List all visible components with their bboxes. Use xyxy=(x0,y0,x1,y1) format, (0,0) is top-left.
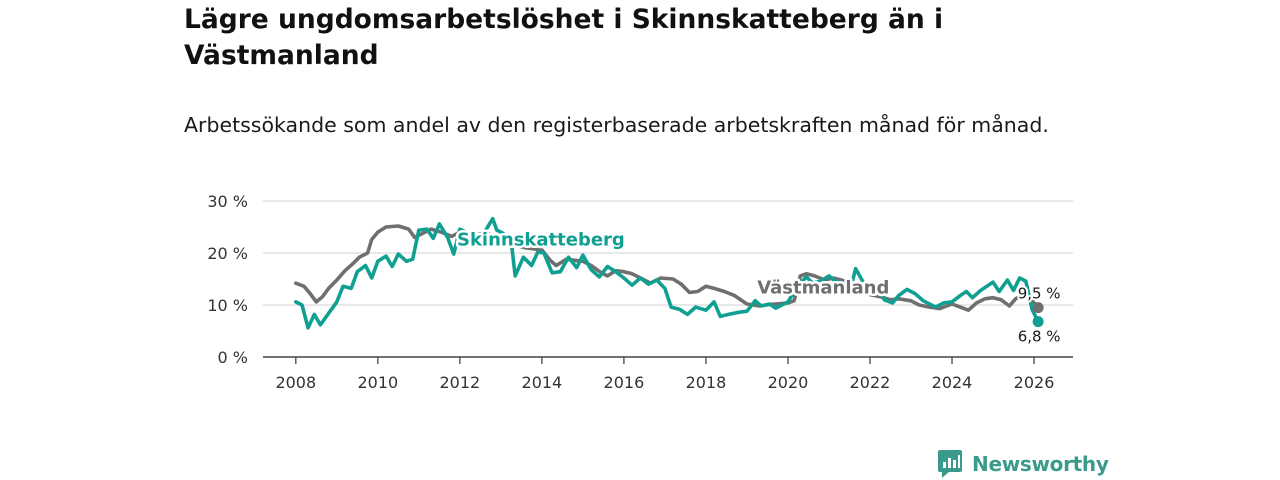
y-tick-label: 20 % xyxy=(207,244,248,263)
newsworthy-logo-icon xyxy=(938,450,962,478)
end-value-label-skinnskatteberg: 6,8 % xyxy=(1018,328,1061,346)
x-tick-label: 2010 xyxy=(357,373,398,392)
y-tick-label: 0 % xyxy=(218,348,248,367)
y-tick-label: 10 % xyxy=(207,296,248,315)
chart-subtitle: Arbetssökande som andel av den registerb… xyxy=(184,113,1049,137)
x-tick-label: 2022 xyxy=(850,373,891,392)
chart-title: Lägre ungdomsarbetslöshet i Skinnskatteb… xyxy=(184,4,944,71)
x-tick-label: 2012 xyxy=(440,373,481,392)
x-tick-label: 2024 xyxy=(932,373,973,392)
y-tick-label: 30 % xyxy=(207,192,248,211)
x-tick-label: 2014 xyxy=(522,373,563,392)
x-tick-label: 2026 xyxy=(1014,373,1055,392)
series-line-skinnskatteberg xyxy=(294,216,1040,330)
line-chart: 0 % 10 % 20 % 30 % 2008 2010 2012 2014 2016 2018 2… xyxy=(207,192,1073,392)
end-value-label-västmanland: 9,5 % xyxy=(1018,285,1061,303)
x-tick-label: 2018 xyxy=(686,373,727,392)
series-label-skinnskatteberg: Skinnskatteberg xyxy=(457,230,625,251)
series-line-västmanland xyxy=(294,224,1040,312)
series-label-västmanland: Västmanland xyxy=(757,278,889,299)
brand-name: Newsworthy xyxy=(972,452,1109,476)
x-tick-label: 2020 xyxy=(768,373,809,392)
end-marker-skinnskatteberg xyxy=(1032,316,1044,328)
x-tick-label: 2008 xyxy=(275,373,316,392)
end-marker-västmanland xyxy=(1032,302,1044,314)
x-tick-label: 2016 xyxy=(604,373,645,392)
newsworthy-brand[interactable]: Newsworthy xyxy=(937,448,1109,480)
